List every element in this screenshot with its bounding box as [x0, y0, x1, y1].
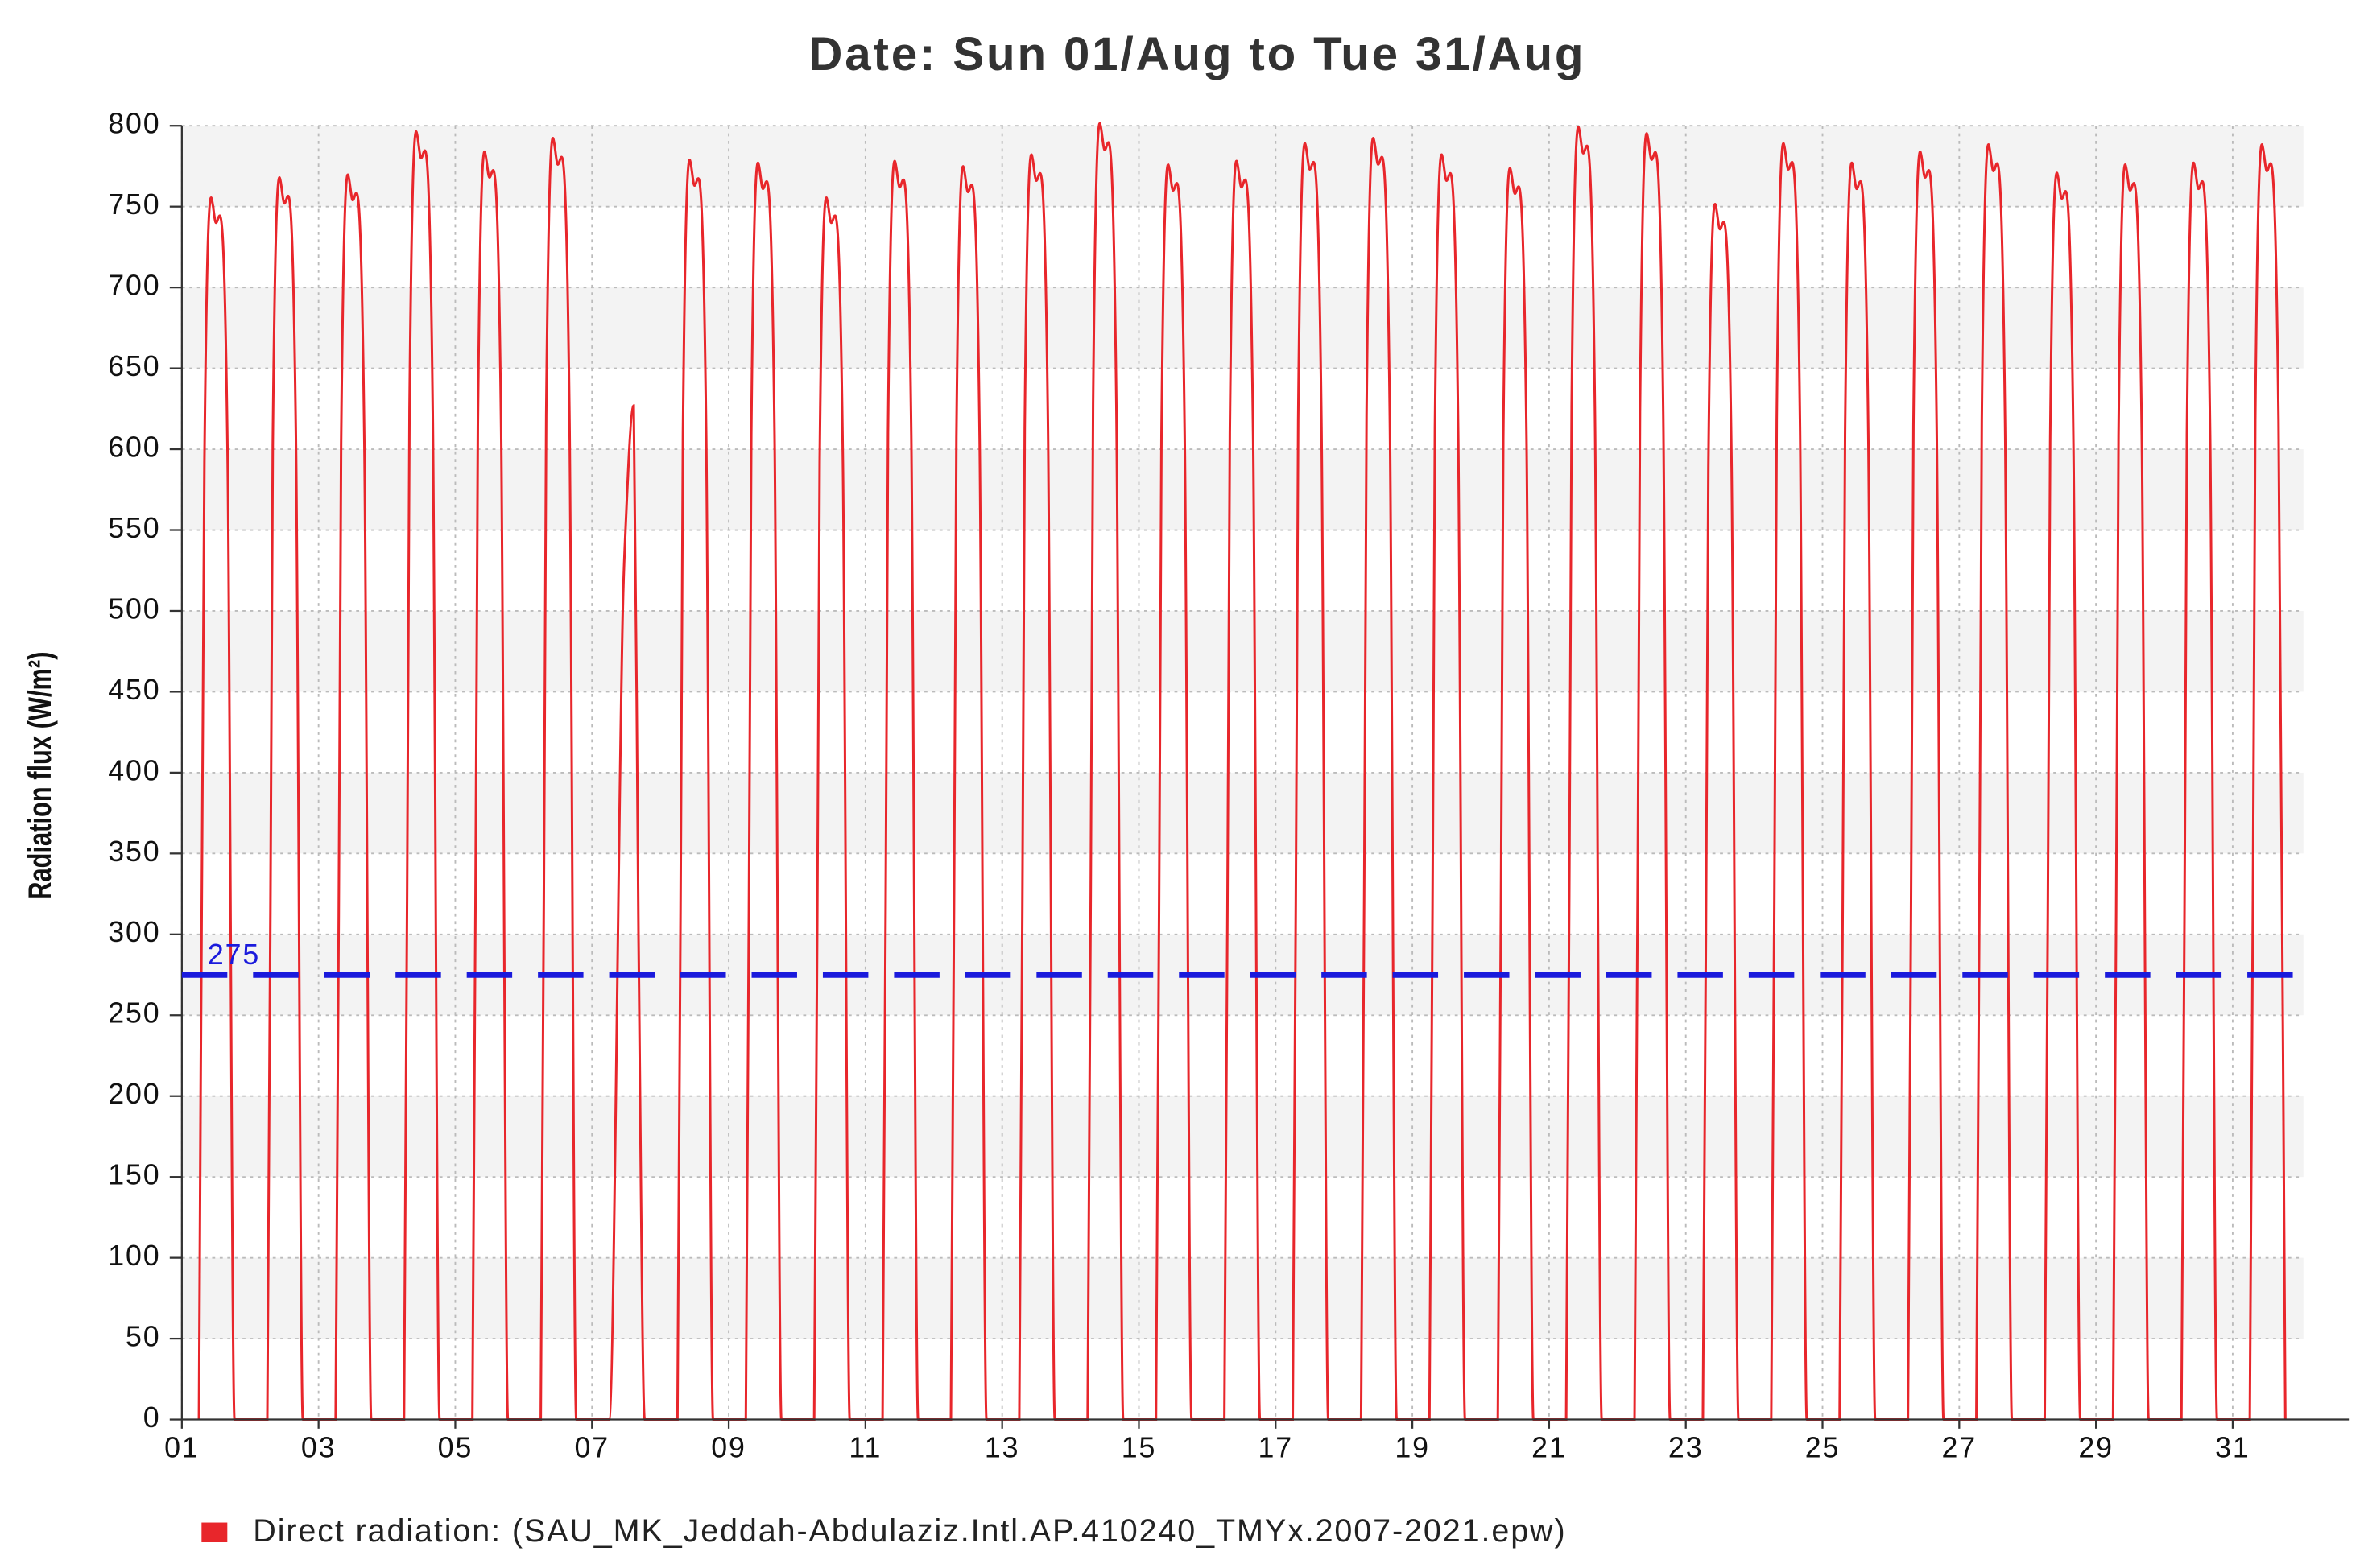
y-tick-label: 800: [108, 108, 160, 140]
plot-band: [181, 610, 2304, 692]
plot-band: [181, 1096, 2304, 1178]
x-tick-label: 29: [2078, 1432, 2114, 1464]
x-tick-label: 31: [2215, 1432, 2250, 1464]
plot-band: [181, 934, 2304, 1016]
axes: 0501001502002503003504004505005506006507…: [108, 108, 2350, 1464]
y-tick-label: 750: [108, 188, 160, 221]
y-tick-label: 250: [108, 997, 160, 1030]
y-tick-label: 200: [108, 1078, 160, 1110]
y-tick-label: 650: [108, 350, 160, 382]
y-tick-label: 300: [108, 916, 160, 948]
y-tick-label: 50: [126, 1321, 161, 1353]
y-tick-label: 0: [143, 1401, 161, 1434]
x-tick-label: 23: [1668, 1432, 1704, 1464]
x-tick-label: 21: [1531, 1432, 1567, 1464]
y-tick-label: 600: [108, 431, 160, 463]
plot-background: [181, 126, 2304, 1339]
plot-band: [181, 287, 2304, 369]
y-tick-label: 450: [108, 674, 160, 706]
y-tick-label: 700: [108, 270, 160, 302]
plot-band: [181, 126, 2304, 207]
data-line: [197, 122, 2287, 1422]
plot-band: [181, 1257, 2304, 1339]
plot-band: [181, 449, 2304, 530]
x-tick-label: 27: [1942, 1432, 1978, 1464]
x-tick-label: 19: [1395, 1432, 1430, 1464]
x-tick-label: 11: [849, 1432, 882, 1464]
y-tick-label: 550: [108, 512, 160, 544]
x-tick-label: 03: [301, 1432, 337, 1464]
x-tick-label: 07: [574, 1432, 610, 1464]
x-tick-label: 05: [438, 1432, 473, 1464]
plot-band: [181, 772, 2304, 854]
x-tick-label: 13: [985, 1432, 1020, 1464]
legend-swatch: [201, 1522, 228, 1543]
y-tick-label: 100: [108, 1240, 160, 1272]
chart-title: Date: Sun 01/Aug to Tue 31/Aug: [808, 28, 1585, 80]
y-axis-label: Radiation flux (W/m²): [22, 652, 58, 900]
threshold-label: 275: [208, 939, 260, 971]
plot-marks: [197, 122, 2287, 1422]
legend-label: Direct radiation: (SAU_MK_Jeddah-Abdulaz…: [253, 1513, 1566, 1549]
x-tick-label: 01: [164, 1432, 200, 1464]
x-tick-label: 25: [1805, 1432, 1841, 1464]
y-tick-label: 350: [108, 836, 160, 868]
x-tick-label: 17: [1258, 1432, 1294, 1464]
y-tick-label: 400: [108, 754, 160, 786]
y-tick-label: 500: [108, 592, 160, 625]
x-tick-label: 15: [1122, 1432, 1157, 1464]
y-tick-label: 150: [108, 1159, 160, 1191]
x-tick-label: 09: [711, 1432, 746, 1464]
